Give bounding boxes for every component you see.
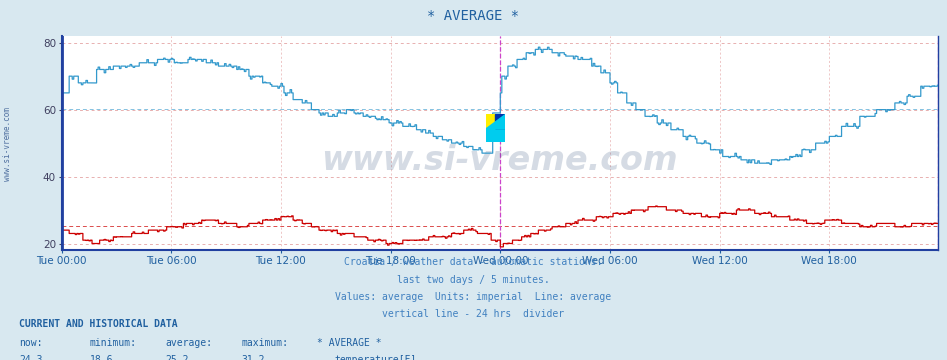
Text: * AVERAGE *: * AVERAGE * [427, 9, 520, 23]
Text: 18.6: 18.6 [90, 355, 114, 360]
Polygon shape [486, 114, 505, 128]
Bar [495, 114, 505, 128]
Text: * AVERAGE *: * AVERAGE * [317, 338, 382, 348]
Text: www.si-vreme.com: www.si-vreme.com [321, 144, 678, 177]
Text: CURRENT AND HISTORICAL DATA: CURRENT AND HISTORICAL DATA [19, 319, 178, 329]
Text: last two days / 5 minutes.: last two days / 5 minutes. [397, 275, 550, 285]
Text: temperature[F]: temperature[F] [334, 355, 417, 360]
Text: average:: average: [166, 338, 213, 348]
Text: www.si-vreme.com: www.si-vreme.com [3, 107, 12, 181]
Text: 31.2: 31.2 [241, 355, 265, 360]
Text: vertical line - 24 hrs  divider: vertical line - 24 hrs divider [383, 309, 564, 319]
Text: minimum:: minimum: [90, 338, 137, 348]
Bar [486, 114, 495, 128]
Text: now:: now: [19, 338, 43, 348]
Text: 24.3: 24.3 [19, 355, 43, 360]
Bar [486, 128, 505, 142]
Text: Values: average  Units: imperial  Line: average: Values: average Units: imperial Line: av… [335, 292, 612, 302]
Text: maximum:: maximum: [241, 338, 289, 348]
Text: 25.2: 25.2 [166, 355, 189, 360]
Text: Croatia / weather data - automatic stations.: Croatia / weather data - automatic stati… [345, 257, 602, 267]
